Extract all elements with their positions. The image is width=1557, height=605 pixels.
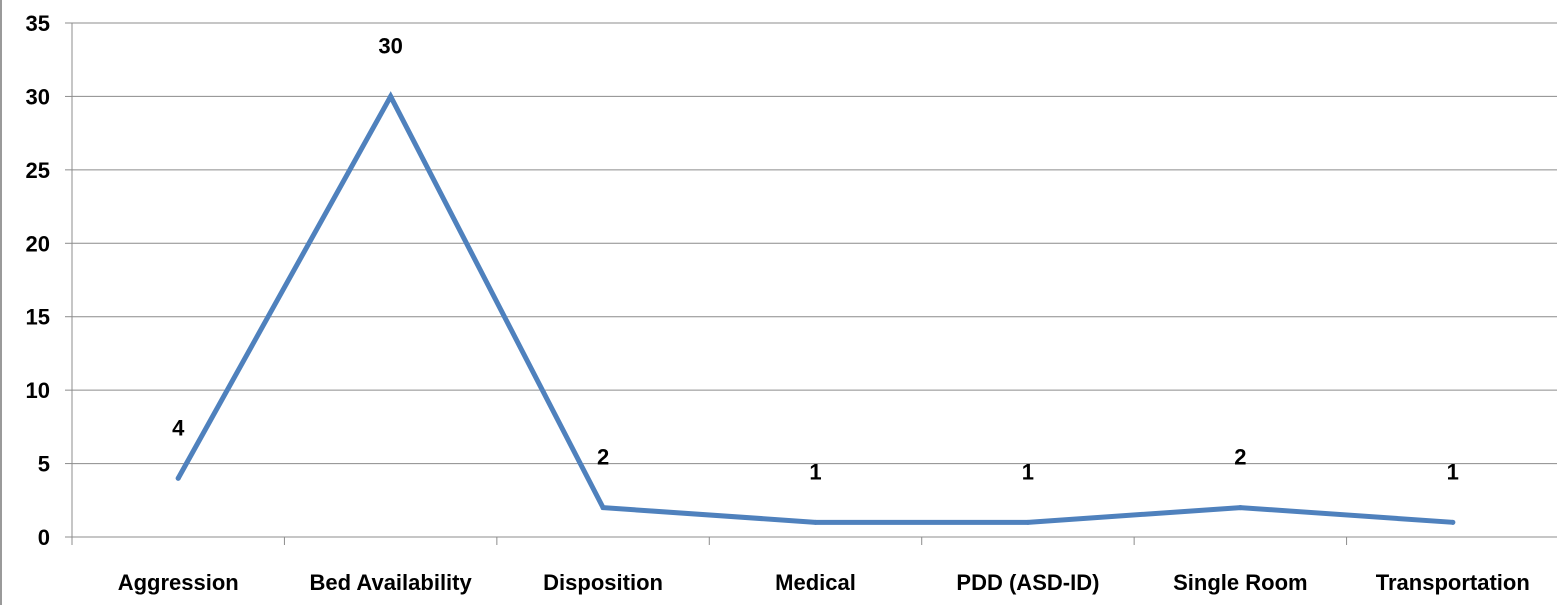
x-tick-label: Disposition: [543, 570, 663, 595]
series-group: [175, 91, 1456, 525]
x-tick-label: Single Room: [1173, 570, 1307, 595]
data-label: 1: [1022, 459, 1034, 484]
gridlines: [72, 22, 1557, 465]
data-point: [175, 475, 181, 481]
y-tick-label: 20: [26, 231, 50, 256]
x-tick-label: Medical: [775, 570, 856, 595]
x-tick-label: Aggression: [118, 570, 239, 595]
y-tick-label: 5: [38, 452, 50, 477]
x-tick-label: PDD (ASD-ID): [956, 570, 1099, 595]
y-tick-label: 0: [38, 525, 50, 550]
axes: [65, 22, 1557, 545]
y-axis-ticks: 0 5 10 15 20 25 30 35: [26, 11, 50, 550]
data-labels: 4 30 2 1 1 2 1: [172, 33, 1459, 484]
x-axis-ticks: Aggression Bed Availability Disposition Med…: [118, 570, 1530, 595]
data-label: 1: [1447, 459, 1459, 484]
data-label: 2: [1234, 445, 1246, 470]
x-tick-label: Transportation: [1376, 570, 1530, 595]
y-tick-label: 15: [26, 305, 50, 330]
data-point: [1450, 519, 1456, 525]
data-label: 4: [172, 415, 185, 440]
data-label: 30: [378, 33, 402, 58]
data-label: 2: [597, 445, 609, 470]
data-point: [388, 93, 394, 99]
data-point: [1025, 519, 1031, 525]
y-tick-label: 30: [26, 84, 50, 109]
data-point: [1237, 505, 1243, 511]
y-tick-label: 35: [26, 11, 50, 36]
data-point: [813, 519, 818, 525]
x-tick-label: Bed Availability: [310, 570, 473, 595]
data-point: [600, 505, 606, 511]
y-tick-label: 10: [26, 378, 50, 403]
y-tick-label: 25: [26, 158, 50, 183]
data-label: 1: [809, 459, 821, 484]
